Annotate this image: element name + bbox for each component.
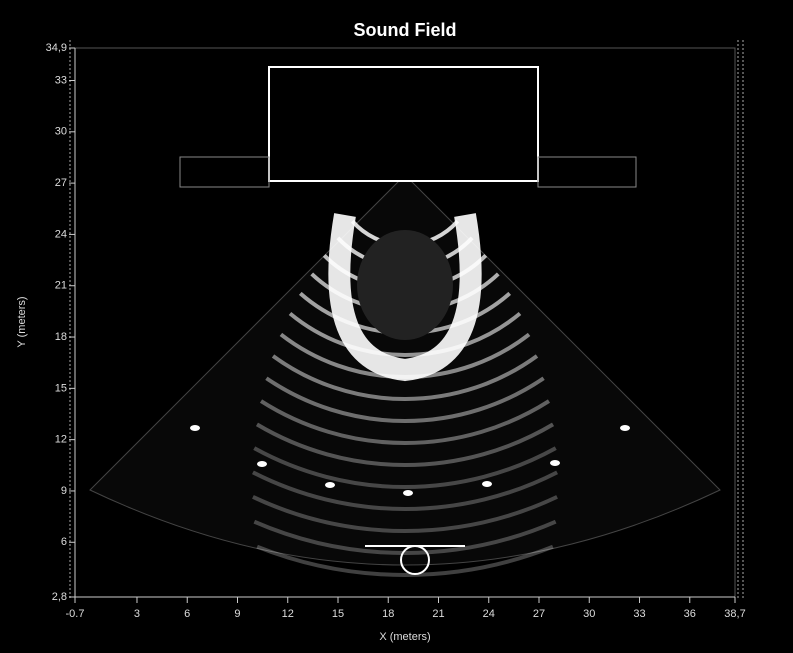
y-tick-label: 24 xyxy=(55,228,67,240)
hot-spot xyxy=(482,481,492,487)
hot-spot xyxy=(190,425,200,431)
x-tick-label: 6 xyxy=(184,608,190,620)
wave-front xyxy=(259,399,551,445)
wave-front xyxy=(255,422,555,467)
y-tick-label: 33 xyxy=(55,74,67,86)
y-axis-label: Y (meters) xyxy=(16,296,28,347)
speaker-array-left xyxy=(179,156,270,188)
x-tick-label: 12 xyxy=(282,608,294,620)
hot-spot xyxy=(550,460,560,466)
y-tick-label: 15 xyxy=(55,382,67,394)
x-tick-label: 30 xyxy=(583,608,595,620)
hot-spot xyxy=(257,461,267,467)
x-tick-label: 18 xyxy=(382,608,394,620)
wave-front xyxy=(251,470,559,511)
x-tick-label: 27 xyxy=(533,608,545,620)
x-tick-label: 33 xyxy=(633,608,645,620)
hot-spot xyxy=(403,490,413,496)
x-tick-label: 3 xyxy=(134,608,140,620)
x-tick-label: 21 xyxy=(432,608,444,620)
wave-front xyxy=(256,544,554,577)
y-tick-label: 30 xyxy=(55,126,67,138)
y-tick-label: 9 xyxy=(61,485,67,497)
hot-spot xyxy=(325,482,335,488)
main-lobe xyxy=(328,213,482,382)
x-tick-label: 24 xyxy=(483,608,495,620)
y-tick-label: 21 xyxy=(55,280,67,292)
y-tick-label: 18 xyxy=(55,331,67,343)
wave-front xyxy=(271,354,539,401)
hot-spot xyxy=(620,425,630,431)
x-tick-label: -0.7 xyxy=(66,608,85,620)
speaker-array-right xyxy=(537,156,637,188)
x-tick-label: 38,7 xyxy=(724,608,745,620)
wave-front xyxy=(265,376,545,423)
sound-field xyxy=(89,174,721,577)
wave-front xyxy=(253,446,557,489)
stage xyxy=(268,66,539,182)
lobe-core xyxy=(357,230,453,340)
y-tick-label: 6 xyxy=(61,536,67,548)
chart-title: Sound Field xyxy=(354,20,457,40)
wave-front xyxy=(288,311,522,357)
y-tick-label: 34,9 xyxy=(46,42,67,54)
wave-front xyxy=(253,519,557,555)
wave-front xyxy=(252,495,558,533)
x-tick-label: 9 xyxy=(234,608,240,620)
x-axis-label: X (meters) xyxy=(379,631,430,643)
y-tick-label: 27 xyxy=(55,177,67,189)
y-tick-label: 2,8 xyxy=(52,591,67,603)
x-tick-label: 36 xyxy=(684,608,696,620)
y-tick-label: 12 xyxy=(55,434,67,446)
x-tick-label: 15 xyxy=(332,608,344,620)
